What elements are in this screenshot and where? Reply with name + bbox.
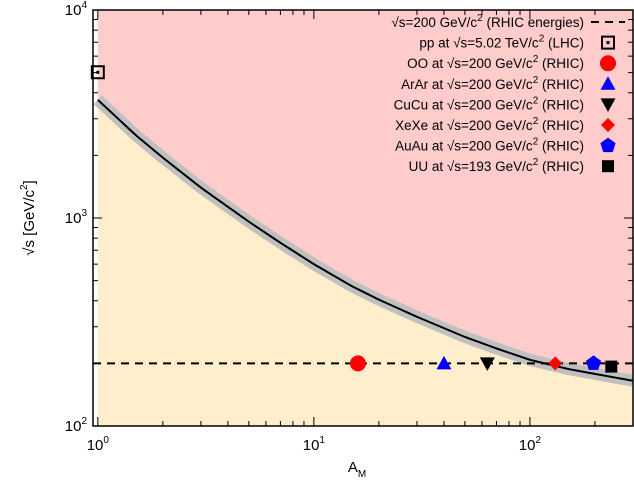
legend: √s=200 GeV/c2 (RHIC energies) pp at √s=5.… [391, 13, 625, 174]
legend-label-6: AuAu at √s=200 GeV/c2 (RHIC) [395, 137, 584, 154]
data-point-4 [548, 356, 563, 371]
data-point-0-box [90, 65, 105, 80]
legend-label-5: XeXe at √s=200 GeV/c2 (RHIC) [395, 116, 584, 133]
legend-label-4: CuCu at √s=200 GeV/c2 (RHIC) [394, 95, 584, 112]
x-tick-label-2: 102 [519, 435, 542, 454]
y-axis-label: √s [GeV/c2] [19, 180, 38, 255]
region-below-boundary [97, 99, 633, 426]
y-tick-label-0: 102 [65, 416, 88, 435]
y-tick-label-1: 103 [65, 208, 88, 227]
legend-symbol-3 [600, 76, 616, 90]
region-above-boundary [97, 10, 633, 381]
legend-symbol-1-box [601, 35, 615, 50]
legend-symbol-1 [601, 35, 615, 50]
regions-layer [97, 10, 633, 426]
legend-symbol-4 [600, 98, 616, 112]
legend-symbol-7 [602, 160, 614, 173]
legend-symbol-2 [600, 55, 616, 72]
x-tick-label-1: 101 [303, 435, 326, 454]
legend-label-3: ArAr at √s=200 GeV/c2 (RHIC) [401, 75, 584, 92]
x-tick-label-0: 100 [87, 435, 110, 454]
data-point-6 [605, 360, 618, 373]
axes-layer: 100 101 102 102 103 104 [65, 0, 634, 454]
legend-symbol-1-dot [606, 41, 610, 45]
y-tick-label-2: 104 [65, 0, 88, 19]
data-point-1 [349, 355, 366, 372]
legend-symbol-6 [600, 137, 616, 153]
markers-layer [90, 65, 618, 373]
legend-label-7: UU at √s=193 GeV/c2 (RHIC) [409, 157, 584, 174]
axis-labels: AM √s [GeV/c2] [19, 180, 366, 480]
legend-symbol-5 [601, 118, 615, 132]
legend-label-2: OO at √s=200 GeV/c2 (RHIC) [407, 54, 584, 71]
x-axis-label: AM [348, 459, 366, 480]
legend-label-1: pp at √s=5.02 TeV/c2 (LHC) [419, 34, 584, 51]
data-point-3 [479, 357, 495, 371]
data-point-2 [436, 355, 452, 370]
data-point-5 [585, 355, 602, 370]
legend-label-0: √s=200 GeV/c2 (RHIC energies) [391, 13, 584, 30]
